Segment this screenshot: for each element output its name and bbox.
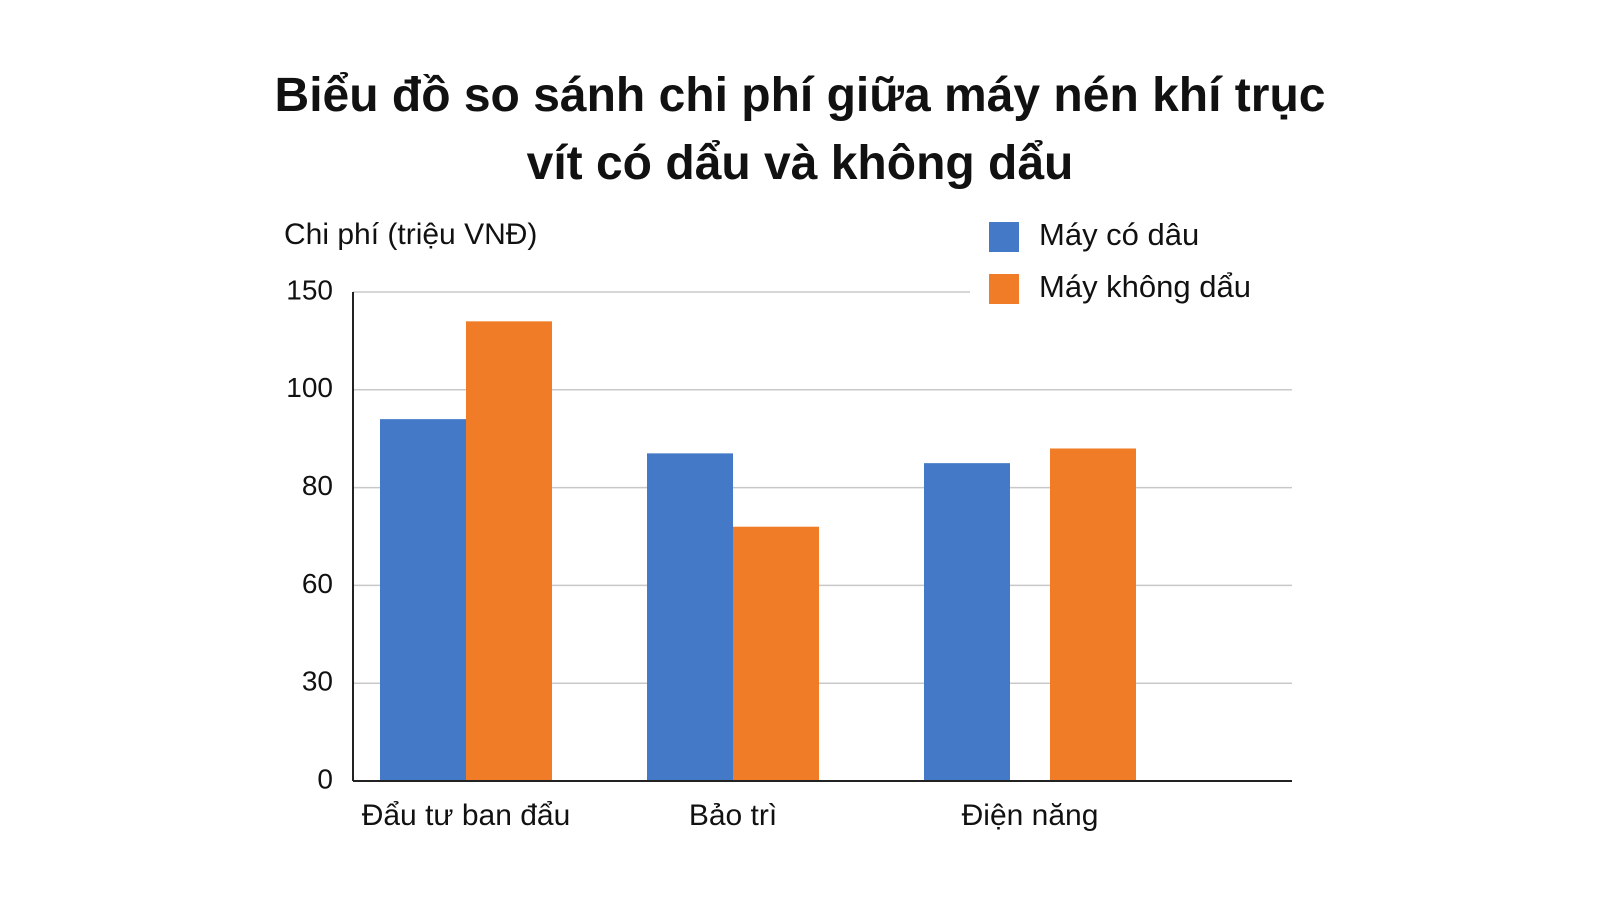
legend-swatch	[989, 274, 1019, 304]
y-tick-label: 60	[302, 568, 333, 599]
bar	[733, 526, 819, 781]
bar	[924, 463, 1010, 781]
y-tick-label: 100	[286, 372, 333, 403]
y-tick-label: 0	[317, 763, 333, 794]
legend-label: Máy không dẩu	[1039, 269, 1251, 304]
bar	[647, 453, 733, 781]
y-tick-label: 80	[302, 470, 333, 501]
x-tick-label: Đẩu tư ban đẩu	[362, 799, 571, 832]
chart-title: Biểu đồ so sánh chi phí giữa máy nén khí…	[274, 69, 1326, 190]
legend-label: Máy có dâu	[1039, 217, 1199, 252]
y-tick-label: 30	[302, 666, 333, 697]
y-tick-label: 150	[286, 274, 333, 305]
x-tick-label: Điện năng	[962, 799, 1099, 832]
x-tick-label: Bảo trì	[689, 799, 777, 832]
bar	[466, 321, 552, 781]
y-axis-label: Chi phí (triệu VNĐ)	[284, 218, 537, 251]
bar	[1050, 448, 1136, 781]
legend-swatch	[989, 222, 1019, 252]
bar	[380, 419, 466, 781]
